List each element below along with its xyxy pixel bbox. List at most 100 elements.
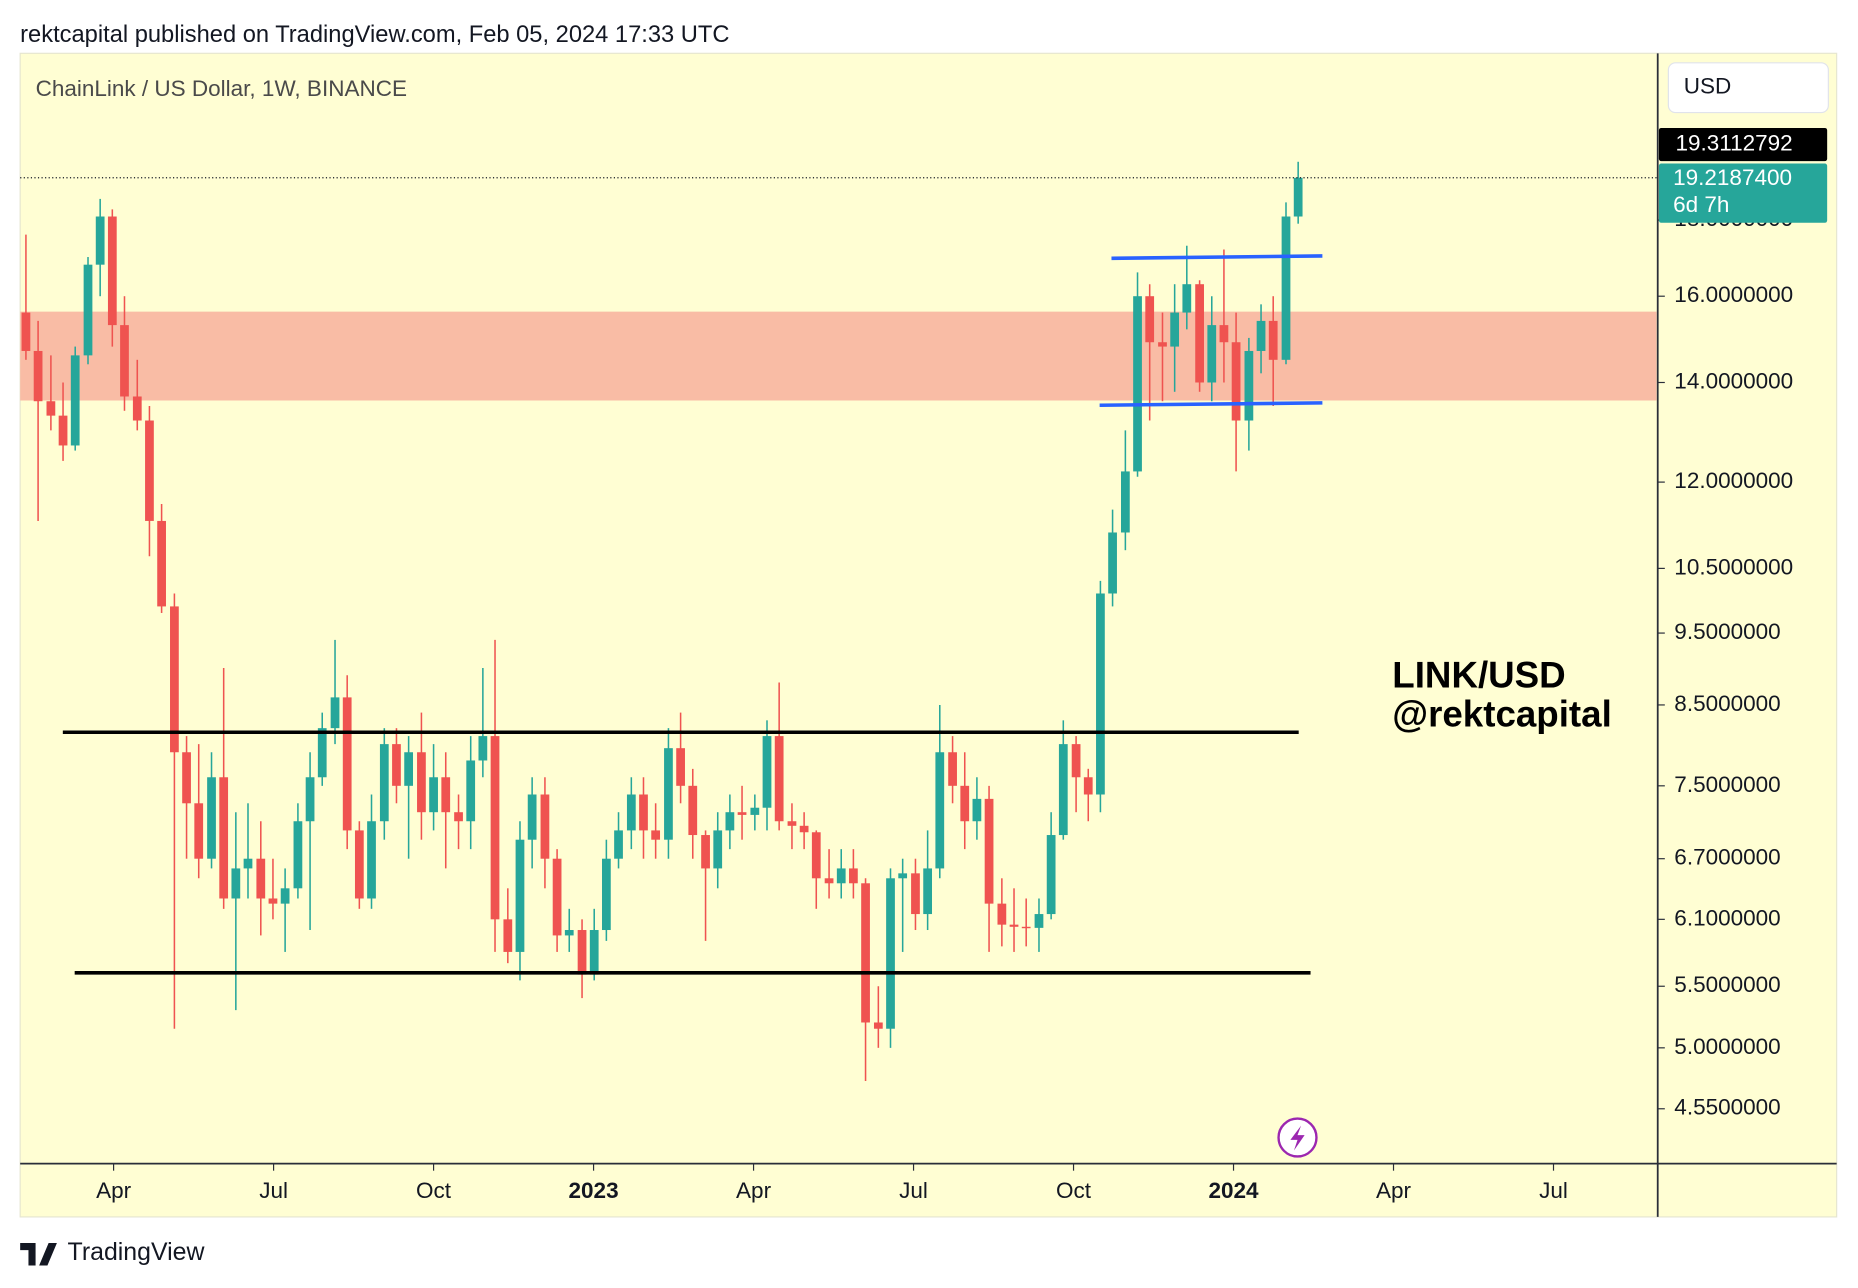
candle-body [1231, 342, 1241, 421]
candle-body [1120, 471, 1130, 533]
candle-body [972, 798, 982, 822]
candle-body [589, 930, 599, 975]
candle-body [713, 830, 723, 869]
candle-body [342, 697, 352, 831]
y-tick-label: 14.0000000 [1674, 368, 1793, 393]
candle-body [725, 812, 735, 831]
annotation: LINK/USD [1392, 654, 1565, 695]
candle-body [1046, 835, 1056, 915]
candle-body [1281, 216, 1291, 360]
candle-body [873, 1022, 883, 1029]
candle-body [861, 883, 870, 1023]
candle-body [935, 752, 945, 869]
candle-body [330, 697, 340, 729]
chart-title: ChainLink / US Dollar, 1W, BINANCE [36, 76, 407, 101]
candle-body [836, 868, 846, 884]
y-tick-label: 8.5000000 [1674, 691, 1780, 716]
candle-body [219, 777, 229, 899]
candle-body [95, 216, 105, 265]
x-tick-label: 2024 [1208, 1178, 1259, 1203]
candle-body [392, 744, 401, 786]
candle-body [601, 858, 611, 931]
candle-body [886, 878, 895, 1029]
candle-body [70, 355, 80, 446]
channel-bottom-line [1099, 401, 1323, 408]
candle-body [379, 744, 389, 822]
x-tick-label: Apr [96, 1178, 132, 1203]
candle-body [676, 748, 685, 786]
last-price: 19.2187400 [1673, 165, 1792, 190]
candle-body [1034, 914, 1044, 928]
currency-label[interactable]: USD [1684, 74, 1732, 99]
candle-body [132, 396, 142, 421]
candle-body [1009, 924, 1019, 927]
candle-body [824, 878, 834, 884]
candle-body [948, 752, 957, 786]
y-tick-label: 5.0000000 [1674, 1034, 1780, 1059]
x-tick-label: Oct [416, 1178, 452, 1203]
candle-body [1293, 177, 1303, 217]
currency-button[interactable] [1667, 62, 1829, 114]
x-tick-label: Apr [1376, 1178, 1412, 1203]
candle-body [1021, 926, 1031, 929]
candle-body [107, 216, 117, 326]
logo-text: TradingView [68, 1238, 206, 1266]
candle-body [639, 794, 648, 831]
candle-body [898, 873, 908, 879]
x-tick-label: Jul [259, 1178, 288, 1203]
candle-body [515, 839, 525, 952]
candle-body [564, 930, 574, 936]
candle-body [701, 835, 710, 869]
candle-body [46, 401, 56, 416]
candle-body [145, 420, 154, 521]
candle-body [1182, 284, 1192, 313]
candle-body [243, 858, 253, 869]
candle-body [194, 803, 204, 859]
candle-body [626, 794, 636, 831]
candle-body [540, 794, 550, 859]
candle-body [651, 830, 661, 840]
published-line: rektcapital published on TradingView.com… [20, 22, 729, 48]
candle-body [256, 858, 266, 899]
candle-body [1145, 296, 1155, 343]
candle-body [1170, 312, 1180, 347]
candle-body [750, 807, 760, 815]
candle-body [454, 812, 463, 822]
candle-body [182, 752, 191, 804]
y-tick-label: 6.1000000 [1674, 905, 1780, 930]
y-tick-label: 7.5000000 [1674, 772, 1780, 797]
candle-body [799, 825, 809, 833]
y-tick-label: 4.5500000 [1674, 1095, 1780, 1120]
crosshair-price: 19.3112792 [1675, 131, 1792, 156]
candle-body [466, 760, 476, 822]
candle-body [1096, 593, 1105, 795]
candle-body [207, 777, 216, 859]
candle-body [417, 752, 426, 813]
candle-body [811, 832, 821, 879]
candle-body [984, 798, 994, 904]
crosshair-price-box [1658, 127, 1828, 162]
channel-top-line [1111, 254, 1323, 261]
y-tick-label: 6.7000000 [1674, 845, 1780, 870]
candle-body [441, 777, 451, 813]
candle-body [404, 752, 414, 786]
candle-body [1268, 320, 1278, 360]
x-tick-label: 2023 [569, 1178, 619, 1203]
candle-body [960, 785, 970, 822]
lightning-glyph [1290, 1125, 1305, 1151]
candle-body [503, 919, 513, 952]
candle-body [21, 312, 31, 351]
candle-body [614, 830, 623, 859]
y-tick-label: 10.5000000 [1674, 554, 1793, 579]
last-price-box [1658, 163, 1828, 223]
candle-body [1133, 296, 1142, 472]
countdown: 6d 7h [1673, 192, 1729, 217]
candle-body [280, 888, 290, 904]
candle-body [787, 821, 797, 826]
candle-body [1244, 350, 1254, 421]
candle-body [762, 736, 772, 808]
chart-area [19, 52, 1838, 1218]
candle-body [305, 777, 315, 822]
candle-body [1108, 532, 1117, 594]
candle-body [157, 520, 166, 607]
